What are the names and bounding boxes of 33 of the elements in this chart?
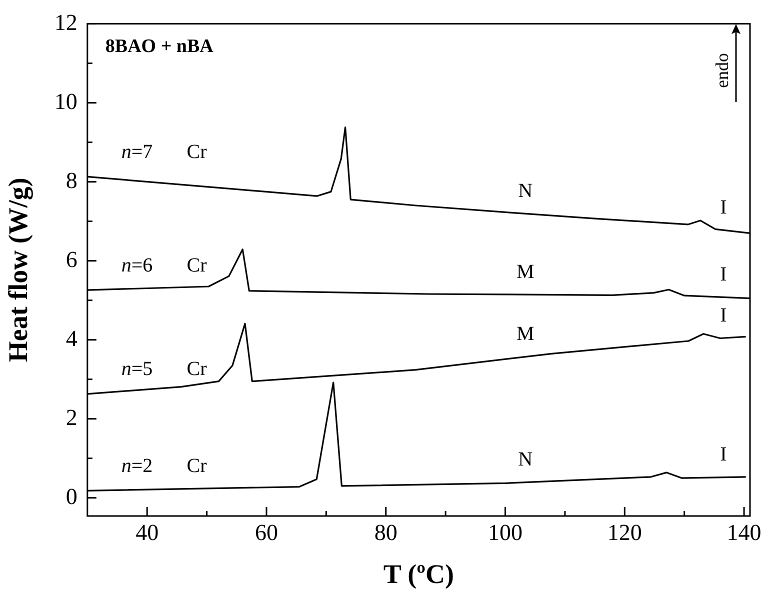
text: 8BAO + nBA bbox=[105, 36, 214, 58]
annotation: N bbox=[518, 180, 533, 202]
annotation: Cr bbox=[186, 454, 208, 477]
series-label: n=6 bbox=[121, 254, 153, 276]
y-tick-label: 2 bbox=[66, 404, 78, 430]
x-tick-label: 80 bbox=[374, 520, 398, 545]
annotation: Cr bbox=[186, 254, 208, 276]
y-tick-label: 6 bbox=[66, 246, 78, 272]
x-axis-title: T (ºC) bbox=[383, 558, 454, 589]
x-tick-label: 40 bbox=[136, 520, 159, 545]
series-label: n=5 bbox=[121, 358, 153, 380]
y-tick-label: 4 bbox=[66, 326, 78, 351]
annotation: I bbox=[720, 304, 727, 326]
x-tick-label: 100 bbox=[488, 520, 523, 545]
series-label: n=7 bbox=[121, 140, 153, 163]
annotation: I bbox=[720, 196, 727, 218]
annotation: Cr bbox=[186, 358, 208, 380]
series-label: n=2 bbox=[121, 454, 153, 477]
annotation: I bbox=[720, 444, 727, 466]
annotation: N bbox=[518, 448, 533, 471]
x-tick-label: 60 bbox=[254, 520, 278, 545]
annotation: Cr bbox=[186, 140, 208, 163]
annotation: M bbox=[516, 323, 534, 346]
y-tick-label: 0 bbox=[66, 484, 78, 509]
y-tick-label: 8 bbox=[66, 168, 78, 193]
x-tick-label: 120 bbox=[607, 520, 642, 545]
x-tick-label: 140 bbox=[726, 520, 762, 545]
annotation: I bbox=[720, 263, 727, 286]
y-tick-label: 10 bbox=[54, 88, 78, 114]
annotation: M bbox=[516, 260, 534, 283]
y-axis-title: Heat flow (W/g) bbox=[3, 178, 34, 362]
y-tick-label: 12 bbox=[54, 10, 78, 35]
annotation: endo bbox=[712, 53, 733, 88]
